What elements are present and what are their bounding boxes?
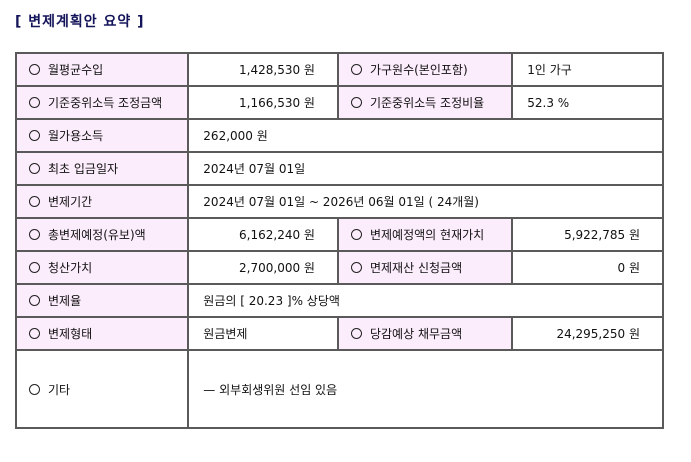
circle-icon: [29, 328, 40, 339]
adj-median-value: 1,166,530 원: [187, 85, 339, 120]
label-cell: 가구원수(본인포함): [336, 52, 514, 87]
label-cell: 기준중위소득 조정금액: [14, 85, 190, 120]
circle-icon: [29, 97, 40, 108]
circle-icon: [350, 229, 362, 240]
label-text: 면제재산 신청금액: [369, 261, 463, 275]
circle-icon: [29, 262, 40, 273]
circle-icon: [29, 196, 40, 207]
label-cell: 월평균수입: [14, 52, 190, 87]
label-cell: 변제예정액의 현재가치: [336, 217, 514, 252]
label-text: 최초 입금일자: [48, 162, 119, 176]
circle-icon: [29, 295, 40, 306]
label-cell: 기타: [14, 349, 190, 429]
label-text: 변제예정액의 현재가치: [369, 228, 485, 242]
other-value: — 외부회생위원 선임 있음: [187, 349, 664, 429]
label-text: 기타: [48, 382, 71, 397]
label-cell: 변제기간: [14, 184, 190, 219]
table-row: 변제형태 원금변제 당감예상 채무금액 24,295,250 원: [14, 316, 664, 351]
label-text: 총변제예정(유보)액: [48, 228, 146, 242]
adj-ratio-value: 52.3 %: [511, 85, 664, 120]
available-value: 262,000 원: [187, 118, 664, 153]
label-text: 변제율: [48, 294, 82, 308]
circle-icon: [350, 262, 362, 273]
circle-icon: [350, 328, 362, 339]
circle-icon: [350, 97, 362, 108]
label-text: 청산가치: [48, 261, 93, 275]
label-cell: 면제재산 신청금액: [336, 250, 514, 285]
page-title: [ 변제계획안 요약 ]: [15, 14, 145, 30]
label-text: 당감예상 채무금액: [369, 327, 463, 341]
table-row: 변제기간 2024년 07월 01일 ~ 2026년 06월 01일 ( 24개…: [14, 184, 664, 219]
table-row: 월평균수입 1,428,530 원 가구원수(본인포함) 1인 가구: [14, 52, 664, 87]
label-cell: 청산가치: [14, 250, 190, 285]
table-row: 총변제예정(유보)액 6,162,240 원 변제예정액의 현재가치 5,922…: [14, 217, 664, 252]
circle-icon: [350, 64, 362, 75]
label-text: 변제형태: [48, 327, 93, 341]
circle-icon: [29, 130, 40, 141]
present-value-value: 5,922,785 원: [511, 217, 664, 252]
label-text: 변제기간: [48, 195, 93, 209]
circle-icon: [29, 383, 40, 395]
liquidation-value: 2,700,000 원: [187, 250, 339, 285]
circle-icon: [29, 163, 40, 174]
table-row: 변제율 원금의 [ 20.23 ]% 상당액: [14, 283, 664, 318]
table-row: 기준중위소득 조정금액 1,166,530 원 기준중위소득 조정비율 52.3…: [14, 85, 664, 120]
label-text: 기준중위소득 조정비율: [369, 96, 485, 110]
label-cell: 변제형태: [14, 316, 190, 351]
debt-value: 24,295,250 원: [511, 316, 664, 351]
table-row: 기타 — 외부회생위원 선임 있음: [14, 349, 664, 429]
exempt-value: 0 원: [511, 250, 664, 285]
label-text: 월평균수입: [48, 63, 104, 77]
total-value: 6,162,240 원: [187, 217, 339, 252]
first-payment-value: 2024년 07월 01일: [187, 151, 664, 186]
label-cell: 총변제예정(유보)액: [14, 217, 190, 252]
table-row: 월가용소득 262,000 원: [14, 118, 664, 153]
label-text: 월가용소득: [48, 129, 104, 143]
label-text: 가구원수(본인포함): [369, 63, 468, 77]
label-text: 기준중위소득 조정금액: [48, 96, 163, 110]
label-cell: 당감예상 채무금액: [336, 316, 514, 351]
type-value: 원금변제: [187, 316, 339, 351]
monthly-income-value: 1,428,530 원: [187, 52, 339, 87]
label-cell: 변제율: [14, 283, 190, 318]
repayment-summary-table: 월평균수입 1,428,530 원 가구원수(본인포함) 1인 가구 기준중위소…: [14, 52, 664, 429]
rate-value: 원금의 [ 20.23 ]% 상당액: [187, 283, 664, 318]
circle-icon: [29, 64, 40, 75]
label-cell: 최초 입금일자: [14, 151, 190, 186]
household-value: 1인 가구: [511, 52, 664, 87]
label-cell: 기준중위소득 조정비율: [336, 85, 514, 120]
table-row: 청산가치 2,700,000 원 면제재산 신청금액 0 원: [14, 250, 664, 285]
circle-icon: [29, 229, 40, 240]
label-cell: 월가용소득: [14, 118, 190, 153]
table-row: 최초 입금일자 2024년 07월 01일: [14, 151, 664, 186]
period-value: 2024년 07월 01일 ~ 2026년 06월 01일 ( 24개월): [187, 184, 664, 219]
